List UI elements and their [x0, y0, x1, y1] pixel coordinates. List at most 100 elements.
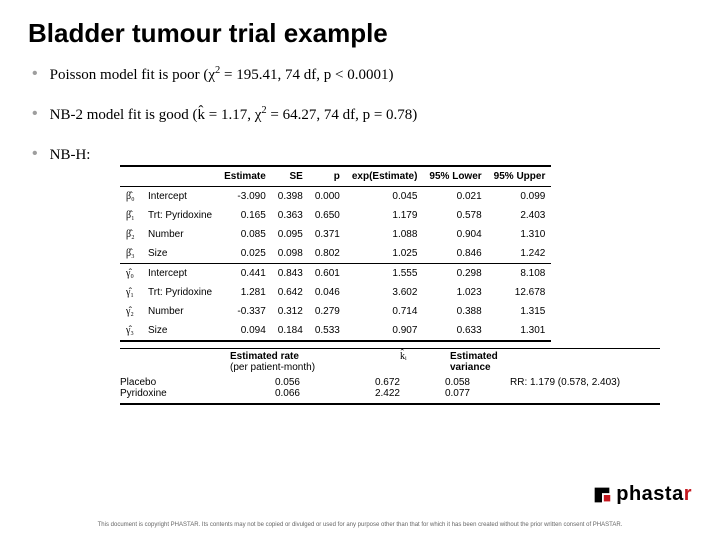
bullet-3: • NB-H:	[32, 143, 692, 167]
logo-mark-icon	[591, 484, 613, 506]
table-cell: Trt: Pyridoxine	[142, 283, 218, 302]
table-cell: 1.310	[488, 225, 552, 244]
bullet-2: • NB-2 model fit is good (k̂ = 1.17, χ2 …	[32, 103, 692, 127]
table-cell: 1.088	[346, 225, 424, 244]
table-cell: 0.085	[218, 225, 272, 244]
table-cell: 0.843	[272, 264, 309, 284]
bullet-1: • Poisson model fit is poor (χ2 = 195.41…	[32, 63, 692, 87]
summary-khat: k̂ᵢ	[400, 351, 450, 373]
table-cell: 0.846	[423, 244, 487, 264]
summary-cell: 0.066	[230, 388, 300, 399]
rule	[120, 403, 660, 405]
table-cell: 1.315	[488, 302, 552, 321]
table-cell: 0.633	[423, 321, 487, 341]
table-cell: Intercept	[142, 264, 218, 284]
relative-risk: RR: 1.179 (0.578, 2.403)	[510, 377, 620, 399]
summary-cell: 2.422	[300, 388, 400, 399]
table-cell: Size	[142, 244, 218, 264]
bullet-dot-icon: •	[32, 143, 38, 165]
logo-text: phastar	[616, 483, 692, 506]
table-cell: 0.388	[423, 302, 487, 321]
table-cell: 0.279	[309, 302, 346, 321]
col-label	[142, 166, 218, 187]
bullet-3-text: NB-H:	[50, 143, 91, 167]
results-table-wrap: Estimate SE p exp(Estimate) 95% Lower 95…	[120, 165, 692, 405]
table-cell: 0.098	[272, 244, 309, 264]
table-cell: 0.099	[488, 187, 552, 207]
table-cell: β̂₀	[120, 187, 142, 207]
table-cell: 1.281	[218, 283, 272, 302]
summary-cell: 0.058	[400, 377, 470, 388]
summary-header: Estimated rate (per patient-month) k̂ᵢ E…	[120, 351, 692, 373]
table-cell: 0.000	[309, 187, 346, 207]
summary-rows: Placebo Pyridoxine 0.056 0.066 0.672 2.4…	[120, 377, 692, 399]
table-cell: 0.046	[309, 283, 346, 302]
table-cell: 3.602	[346, 283, 424, 302]
col-exp: exp(Estimate)	[346, 166, 424, 187]
summary-col: 0.058 0.077	[400, 377, 470, 399]
table-cell: Size	[142, 321, 218, 341]
table-row: γ̂₂Number-0.3370.3120.2790.7140.3881.315	[120, 302, 551, 321]
summary-cell: 0.672	[300, 377, 400, 388]
table-cell: β̂₁	[120, 206, 142, 225]
table-cell: 0.094	[218, 321, 272, 341]
col-se: SE	[272, 166, 309, 187]
table-cell: 1.023	[423, 283, 487, 302]
table-cell: Number	[142, 225, 218, 244]
summary-col: 0.672 2.422	[300, 377, 400, 399]
table-row: γ̂₀Intercept0.4410.8430.6011.5550.2988.1…	[120, 264, 551, 284]
table-cell: Intercept	[142, 187, 218, 207]
table-row: γ̂₃Size0.0940.1840.5330.9070.6331.301	[120, 321, 551, 341]
brand-logo: phastar	[591, 483, 692, 506]
table-cell: 0.021	[423, 187, 487, 207]
table-cell: 0.371	[309, 225, 346, 244]
table-cell: 0.095	[272, 225, 309, 244]
summary-row-label: Placebo	[120, 377, 230, 388]
table-cell: 0.398	[272, 187, 309, 207]
table-cell: 0.025	[218, 244, 272, 264]
summary-cell: 0.077	[400, 388, 470, 399]
table-cell: 0.578	[423, 206, 487, 225]
table-cell: β̂₂	[120, 225, 142, 244]
rule	[120, 348, 660, 349]
table-cell: 2.403	[488, 206, 552, 225]
bullet-2-text: NB-2 model fit is good (k̂ = 1.17, χ2 = …	[50, 103, 418, 127]
slide-title: Bladder tumour trial example	[28, 18, 692, 49]
table-cell: 1.301	[488, 321, 552, 341]
table-cell: 0.642	[272, 283, 309, 302]
table-cell: γ̂₂	[120, 302, 142, 321]
summary-block: Estimated rate (per patient-month) k̂ᵢ E…	[120, 348, 692, 405]
summary-labels: Placebo Pyridoxine	[120, 377, 230, 399]
summary-cell: 0.056	[230, 377, 300, 388]
table-row: β̂₂Number0.0850.0950.3711.0880.9041.310	[120, 225, 551, 244]
footer-copyright: This document is copyright PHASTAR. Its …	[0, 522, 720, 528]
table-row: β̂₁Trt: Pyridoxine0.1650.3630.6501.1790.…	[120, 206, 551, 225]
col-p: p	[309, 166, 346, 187]
table-cell: 0.312	[272, 302, 309, 321]
bullet-dot-icon: •	[32, 103, 38, 125]
table-cell: 8.108	[488, 264, 552, 284]
table-header-row: Estimate SE p exp(Estimate) 95% Lower 95…	[120, 166, 551, 187]
col-param	[120, 166, 142, 187]
col-hi: 95% Upper	[488, 166, 552, 187]
table-cell: γ̂₁	[120, 283, 142, 302]
table-cell: -3.090	[218, 187, 272, 207]
table-cell: 0.165	[218, 206, 272, 225]
bullet-dot-icon: •	[32, 63, 38, 85]
table-cell: 12.678	[488, 283, 552, 302]
table-cell: Number	[142, 302, 218, 321]
summary-h1: Estimated rate (per patient-month)	[230, 351, 400, 373]
table-cell: 1.555	[346, 264, 424, 284]
slide: Bladder tumour trial example • Poisson m…	[0, 0, 720, 540]
table-cell: 1.025	[346, 244, 424, 264]
table-row: γ̂₁Trt: Pyridoxine1.2810.6420.0463.6021.…	[120, 283, 551, 302]
summary-col: 0.056 0.066	[230, 377, 300, 399]
table-cell: γ̂₀	[120, 264, 142, 284]
results-table: Estimate SE p exp(Estimate) 95% Lower 95…	[120, 165, 551, 342]
table-cell: 0.907	[346, 321, 424, 341]
table-cell: 0.533	[309, 321, 346, 341]
table-cell: 1.242	[488, 244, 552, 264]
table-cell: 0.714	[346, 302, 424, 321]
table-cell: γ̂₃	[120, 321, 142, 341]
table-cell: 0.441	[218, 264, 272, 284]
